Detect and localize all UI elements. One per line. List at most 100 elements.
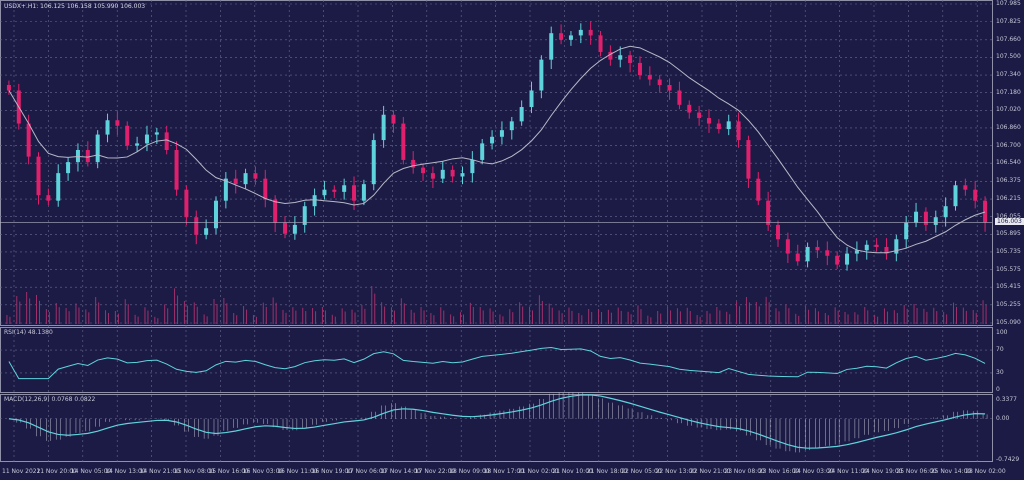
candle-body xyxy=(647,75,652,80)
candle-body xyxy=(95,134,100,163)
candle-body xyxy=(657,79,662,85)
rsi-title: RSI(14) 48.1380 xyxy=(4,329,53,336)
macd-tick-label: -0.7429 xyxy=(996,456,1020,463)
candle-body xyxy=(923,211,928,225)
candle-body xyxy=(391,114,396,124)
candle-body xyxy=(933,217,938,225)
candle-body xyxy=(588,29,593,36)
candle-body xyxy=(499,130,504,137)
candle-body xyxy=(46,195,51,201)
candle-body xyxy=(894,239,899,254)
candle-body xyxy=(559,33,564,40)
candle-body xyxy=(687,104,692,113)
x-tick-label: 23 Nov 08:00 xyxy=(724,468,765,475)
x-tick-label: 22 Nov 13:00 xyxy=(655,468,697,475)
y-tick-label: 105.895 xyxy=(996,230,1021,238)
candle-body xyxy=(263,178,268,200)
candle-body xyxy=(450,169,455,177)
y-tick-label: 106.055 xyxy=(996,212,1021,220)
candle-body xyxy=(825,250,830,256)
candle-body xyxy=(785,239,790,254)
candle-body xyxy=(194,217,199,235)
candle-body xyxy=(253,173,258,179)
x-tick-label: 24 Nov 03:00 xyxy=(793,468,834,475)
y-tick-label: 107.825 xyxy=(996,17,1021,25)
y-tick-label: 107.340 xyxy=(996,71,1021,79)
candle-body xyxy=(835,255,840,265)
candle-body xyxy=(26,123,31,157)
x-tick-label: 18 Nov 09:00 xyxy=(449,468,490,475)
y-tick-label: 105.255 xyxy=(996,300,1021,308)
candle-body xyxy=(519,107,524,122)
candle-body xyxy=(213,200,218,229)
candle-body xyxy=(628,55,633,63)
candle-body xyxy=(135,143,140,146)
candle-body xyxy=(105,120,110,135)
x-tick-label: 24 Nov 11:00 xyxy=(827,468,869,475)
candle-body xyxy=(164,132,169,151)
x-tick-label: 21 Nov 10:00 xyxy=(552,468,593,475)
candle-body xyxy=(637,62,642,76)
candle-body xyxy=(154,132,159,135)
candle-body xyxy=(125,125,130,146)
y-tick-label: 106.215 xyxy=(996,195,1021,203)
x-tick-label: 11 Nov 20:00 xyxy=(36,468,77,475)
candle-body xyxy=(332,189,337,192)
candle-body xyxy=(539,59,544,91)
candle-body xyxy=(845,253,850,265)
candle-body xyxy=(884,246,889,254)
candle-body xyxy=(549,33,554,60)
rsi-line xyxy=(8,346,986,380)
candle-body xyxy=(411,159,416,168)
candle-body xyxy=(706,118,711,124)
candle-body xyxy=(421,167,426,174)
candle-body xyxy=(115,120,120,126)
candle-body xyxy=(490,136,495,144)
x-tick-label: 14 Nov 13:00 xyxy=(105,468,146,475)
current-price-label: 106.003 xyxy=(995,218,1024,226)
moving-average-line xyxy=(8,45,986,254)
candle-body xyxy=(36,156,41,196)
macd-tick-label: 0.00 xyxy=(996,414,1010,422)
candle-body xyxy=(943,206,948,218)
candle-body xyxy=(381,114,386,141)
candle-body xyxy=(174,150,179,190)
candle-body xyxy=(963,185,968,190)
y-tick-label: 106.540 xyxy=(996,159,1021,167)
x-tick-label: 22 Nov 21:00 xyxy=(690,468,731,475)
y-tick-label: 105.735 xyxy=(996,247,1021,255)
candle-body xyxy=(66,162,71,174)
candle-body xyxy=(598,35,603,52)
candle-body xyxy=(904,222,909,240)
candle-body xyxy=(983,200,988,223)
candle-body xyxy=(805,246,810,262)
x-tick-label: 15 Nov 08:00 xyxy=(174,468,215,475)
chart-title: USDX+.H1: 106.125 106.158 105.990 106.00… xyxy=(4,3,146,10)
macd-title: MACD(12,26,9) 0.0768 0.0822 xyxy=(4,396,96,403)
candle-body xyxy=(430,173,435,179)
candle-body xyxy=(756,178,761,201)
candle-body xyxy=(608,51,613,60)
candle-body xyxy=(697,112,702,119)
candle-body xyxy=(223,178,228,201)
y-tick-label: 105.090 xyxy=(996,319,1021,326)
y-tick-label: 107.180 xyxy=(996,88,1021,96)
x-tick-label: 23 Nov 16:00 xyxy=(758,468,800,475)
macd-tick-label: 0.3377 xyxy=(996,396,1017,403)
candle-body xyxy=(618,55,623,60)
candle-body xyxy=(56,173,61,201)
y-tick-label: 105.575 xyxy=(996,265,1021,273)
candle-body xyxy=(342,185,347,192)
candle-body xyxy=(716,123,721,130)
candle-body xyxy=(815,246,820,251)
candle-body xyxy=(273,199,278,223)
candle-body xyxy=(233,178,238,185)
y-tick-label: 106.860 xyxy=(996,123,1021,131)
candle-body xyxy=(283,222,288,234)
candle-body xyxy=(736,121,741,141)
rsi-tick-label: 0 xyxy=(996,386,1000,393)
candle-body xyxy=(914,211,919,223)
x-tick-label: 28 Nov 02:00 xyxy=(965,468,1006,475)
candle-body xyxy=(204,228,209,235)
rsi-tick-label: 100 xyxy=(996,329,1008,336)
